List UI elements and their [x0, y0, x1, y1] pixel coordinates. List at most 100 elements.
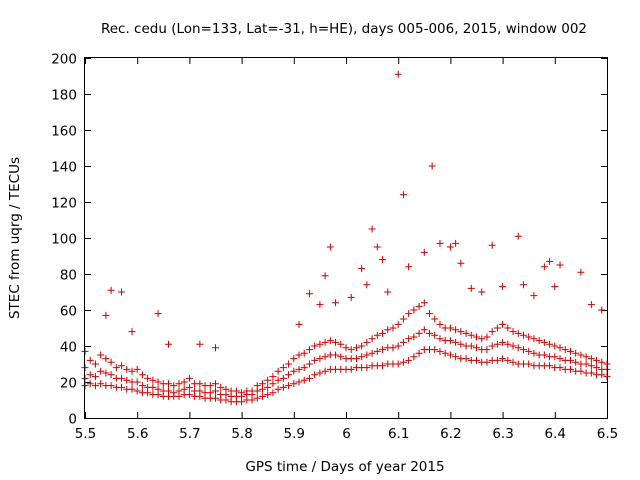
data-point-upper	[587, 355, 595, 363]
data-point-upper	[326, 337, 334, 345]
data-point-outliers	[394, 70, 402, 78]
data-point-outliers	[556, 261, 564, 269]
data-point-upper	[535, 337, 543, 345]
x-tick-label: 6.1	[388, 426, 409, 442]
data-point-low	[133, 387, 141, 395]
data-point-low	[321, 367, 329, 375]
data-point-upper	[509, 328, 517, 336]
data-point-outliers	[107, 286, 115, 294]
data-point-upper	[175, 380, 183, 388]
data-point-upper	[426, 310, 434, 318]
x-tick-label: 5.9	[284, 426, 305, 442]
data-point-mid	[473, 344, 480, 352]
data-point-mid	[97, 367, 105, 375]
data-point-outliers	[598, 306, 606, 314]
data-point-mid	[337, 353, 345, 361]
data-point-upper	[342, 344, 350, 352]
data-point-outliers	[577, 268, 585, 276]
data-point-mid	[321, 353, 329, 361]
data-point-outliers	[399, 191, 407, 199]
data-point-upper	[352, 344, 360, 352]
data-point-upper	[540, 338, 548, 346]
data-point-upper	[154, 378, 162, 386]
x-tick-label: 6	[342, 426, 351, 442]
data-point-mid	[295, 365, 303, 373]
data-point-upper	[311, 342, 319, 350]
data-point-low	[415, 349, 423, 357]
data-point-mid	[180, 385, 188, 393]
data-point-low	[295, 378, 303, 386]
data-point-upper	[546, 340, 554, 348]
data-point-mid	[175, 387, 183, 395]
data-point-low	[290, 380, 298, 388]
data-point-low	[504, 356, 512, 364]
data-point-mid	[540, 351, 548, 359]
data-point-low	[258, 392, 266, 400]
data-point-upper	[290, 355, 298, 363]
data-point-upper	[566, 347, 574, 355]
data-point-upper	[91, 360, 99, 368]
data-point-outliers	[368, 225, 376, 233]
data-point-upper	[373, 331, 381, 339]
data-point-mid	[316, 355, 324, 363]
data-point-mid	[368, 349, 376, 357]
data-point-mid	[107, 371, 115, 379]
data-point-mid	[305, 360, 313, 368]
data-point-mid	[185, 383, 193, 391]
data-point-low	[285, 382, 293, 390]
data-point-mid	[519, 346, 527, 354]
data-point-upper	[86, 356, 94, 364]
x-tick-label: 5.7	[179, 426, 200, 442]
data-point-outliers	[405, 263, 413, 271]
data-point-low	[185, 391, 193, 399]
data-point-upper	[483, 333, 491, 341]
data-point-mid	[525, 347, 533, 355]
y-tick-label: 60	[60, 304, 77, 320]
data-point-mid	[530, 349, 538, 357]
data-point-upper	[128, 367, 136, 375]
data-point-mid	[488, 342, 496, 350]
data-point-outliers	[154, 310, 162, 318]
data-point-mid	[436, 335, 444, 343]
data-point-upper	[279, 364, 287, 372]
data-point-low	[379, 362, 387, 370]
data-point-mid	[420, 326, 428, 334]
data-point-upper	[467, 331, 475, 339]
axis-ticks: 5.5 5.6 5.7 5.8 5.9 6 6.1 6.2 6.3 6.4 6.5 0 20 40 60 80…	[51, 52, 618, 443]
data-point-low	[311, 371, 319, 379]
data-point-outliers	[332, 299, 340, 307]
data-point-upper	[269, 373, 277, 381]
data-point-outliers	[384, 288, 392, 296]
data-point-low	[499, 355, 507, 363]
data-point-outliers	[102, 311, 110, 319]
data-point-low	[107, 382, 115, 390]
data-point-mid	[504, 340, 512, 348]
data-point-outliers	[326, 243, 334, 251]
data-point-mid	[285, 371, 293, 379]
y-axis-label: STEC from uqrg / TECUs	[7, 157, 23, 319]
data-point-mid	[572, 358, 580, 366]
data-point-mid	[587, 362, 595, 370]
data-point-outliers	[305, 290, 313, 298]
data-point-mid	[373, 347, 381, 355]
data-point-mid	[212, 387, 219, 395]
y-tick-label: 0	[68, 412, 77, 428]
data-point-upper	[180, 378, 188, 386]
data-point-upper	[504, 324, 512, 332]
data-point-upper	[436, 320, 444, 328]
data-point-outliers	[358, 265, 366, 273]
data-point-upper	[305, 346, 313, 354]
data-point-mid	[133, 378, 141, 386]
data-point-upper	[493, 324, 501, 332]
data-point-upper	[258, 380, 266, 388]
data-point-low	[86, 380, 94, 388]
data-point-upper	[561, 346, 569, 354]
data-point-upper	[525, 333, 533, 341]
data-point-outliers	[546, 257, 554, 265]
data-point-low	[436, 347, 444, 355]
y-tick-label: 160	[51, 124, 77, 140]
data-point-outliers	[499, 283, 507, 291]
data-point-upper	[577, 351, 585, 359]
data-point-upper	[321, 338, 329, 346]
y-tick-label: 20	[60, 376, 77, 392]
